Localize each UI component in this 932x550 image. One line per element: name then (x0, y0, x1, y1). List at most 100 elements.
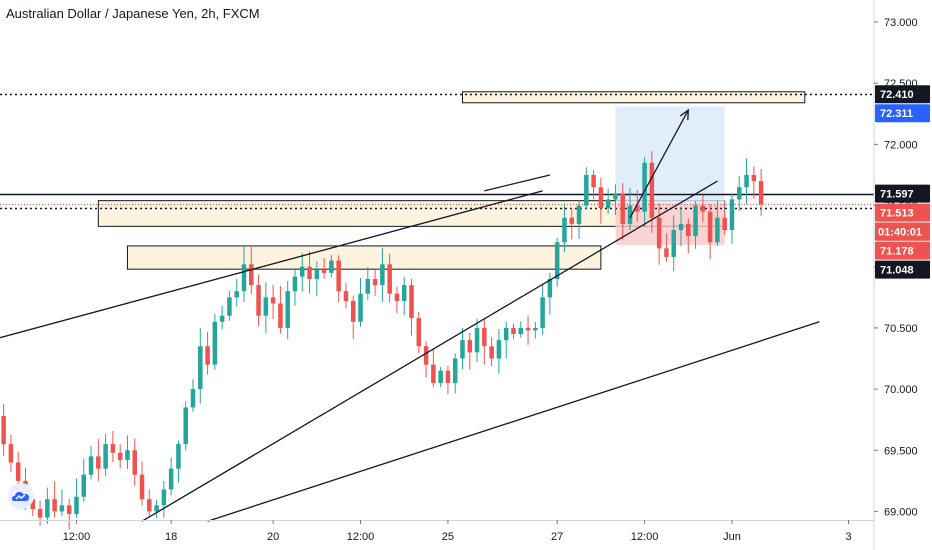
candle-body (88, 456, 94, 475)
price-tick-label: 69.500 (884, 445, 918, 457)
arrow-line[interactable] (629, 109, 689, 219)
candle-body (270, 297, 276, 304)
candle-body (110, 444, 116, 453)
time-tick-label: 20 (267, 531, 279, 543)
candle-body (190, 389, 196, 408)
candle-body (212, 321, 218, 365)
candle-body (554, 242, 560, 279)
candle-body (394, 293, 400, 301)
horizontal-levels (0, 93, 874, 210)
position-target-area[interactable] (615, 106, 725, 204)
candle-body (474, 327, 480, 353)
price-badge (875, 104, 930, 123)
candle-body (547, 278, 553, 298)
price-badge (875, 260, 930, 279)
price-badge (875, 241, 930, 260)
candle-body (569, 217, 574, 224)
candle-body (336, 260, 341, 292)
time-tick-label: 12:00 (347, 531, 375, 543)
candle-body (642, 162, 647, 212)
trendline[interactable] (484, 174, 551, 192)
candle-body (744, 174, 749, 188)
candle-body (431, 364, 436, 383)
candle-body (52, 499, 57, 512)
tradingview-logo-icon[interactable] (8, 483, 34, 509)
candle-body (380, 264, 385, 286)
candle-body (737, 187, 742, 200)
candle-body (292, 276, 298, 292)
price-badges: 72.41072.31171.59771.51371.47971.17871.0… (875, 85, 930, 279)
candle-body (139, 474, 145, 500)
price-tick-label: 72.000 (884, 139, 918, 151)
time-tick-label: 27 (551, 531, 563, 543)
candle-body (350, 300, 356, 322)
candle-body (168, 468, 174, 490)
candle-body (511, 327, 516, 335)
candle-body (365, 278, 371, 294)
time-tick-label: 12:00 (63, 531, 91, 543)
candle-body (132, 450, 137, 475)
candle-body (263, 297, 269, 316)
candle-body (285, 291, 290, 328)
candle-body (605, 199, 611, 208)
price-badge-label: 71.178 (880, 246, 914, 258)
candle-body (45, 499, 50, 518)
candle-body (649, 162, 655, 218)
candle-body (256, 285, 261, 316)
candle-body (678, 223, 684, 231)
candle-body (467, 340, 473, 353)
time-tick-label: 3 (845, 531, 851, 543)
candle-body (438, 370, 443, 383)
candle-body (591, 174, 596, 188)
chart-title: Australian Dollar / Japanese Yen, 2h, FX… (6, 6, 260, 21)
candle-body (37, 508, 43, 518)
trendline[interactable] (141, 180, 718, 522)
candle-body (598, 187, 604, 208)
candle-body (8, 444, 14, 463)
price-badge-label: 72.410 (880, 89, 914, 101)
candle-body (525, 327, 531, 331)
candle-body (307, 266, 312, 279)
trendline[interactable] (207, 321, 820, 522)
trendlines-layer (0, 108, 820, 522)
candle-body (66, 505, 72, 514)
zone-rectangle[interactable] (461, 91, 806, 104)
zone-rectangle[interactable] (126, 245, 602, 270)
candle-body (700, 205, 706, 212)
candle-body (300, 266, 305, 277)
candle-body (518, 327, 524, 335)
candle-body (401, 285, 407, 301)
candle-body (125, 450, 130, 461)
price-tick-label: 73.000 (884, 17, 918, 29)
countdown-badge (875, 222, 930, 241)
candle-body (576, 205, 582, 224)
candle-body (358, 293, 363, 322)
candle-body (584, 174, 589, 206)
candle-body (671, 230, 676, 257)
candle-body (227, 297, 232, 316)
price-badge-label: 71.513 (880, 208, 914, 220)
time-tick-label: Jun (723, 531, 741, 543)
candle-body (183, 407, 188, 445)
candle-body (329, 260, 334, 273)
candle-body (59, 505, 65, 512)
candle-body (387, 264, 392, 294)
candle-body (751, 174, 757, 182)
candle-body (620, 193, 625, 224)
candle-body (627, 205, 633, 224)
candle-body (219, 315, 225, 322)
candle-body (423, 346, 429, 365)
candle-body (154, 505, 159, 512)
candle-body (664, 248, 669, 257)
time-tick-label: 12:00 (631, 531, 659, 543)
arrow-head (679, 108, 689, 121)
candle-body (722, 217, 727, 231)
price-badge-label: 72.311 (880, 108, 913, 120)
candle-body (198, 346, 203, 390)
trendline[interactable] (0, 190, 543, 343)
candle-body (147, 499, 152, 512)
candle-body (249, 264, 254, 286)
candle-body (81, 474, 87, 497)
candle-body (30, 499, 36, 509)
